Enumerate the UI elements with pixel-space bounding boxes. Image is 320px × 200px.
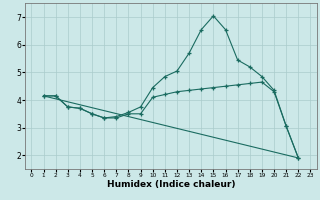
X-axis label: Humidex (Indice chaleur): Humidex (Indice chaleur) [107,180,235,189]
